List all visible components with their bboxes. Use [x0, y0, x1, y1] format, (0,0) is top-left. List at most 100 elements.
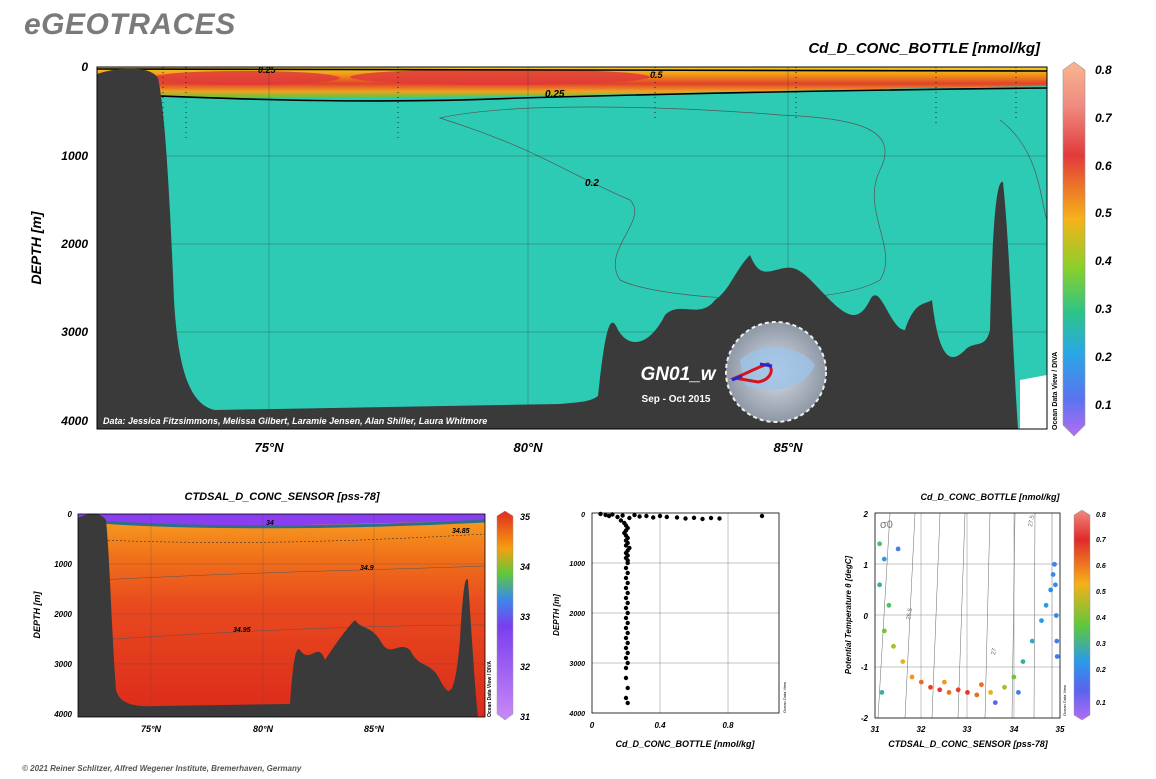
profile-point [625, 630, 630, 636]
profile-point [625, 700, 630, 706]
contour-label: 34 [266, 520, 274, 527]
arctic-ocean [740, 347, 815, 390]
colorbar-tick: 0.6 [1095, 159, 1112, 173]
cruise-track [731, 362, 773, 382]
watermark: Ocean Data View / DIVA [487, 661, 493, 717]
copyright-footer: © 2021 Reiner Schlitzer, Alfred Wegener … [22, 764, 302, 773]
profile-point [606, 513, 612, 519]
x-tick-label: 85°N [364, 724, 385, 734]
ts-point [955, 687, 961, 693]
ts-point [965, 690, 970, 695]
profile-point [717, 516, 722, 521]
profile-point [644, 513, 649, 519]
ts-point [974, 692, 980, 698]
x-tick-label: 80°N [513, 440, 543, 455]
profile-point [637, 514, 642, 519]
ts-point [946, 690, 952, 695]
ts-points [877, 541, 1060, 705]
ts-point [988, 690, 993, 695]
colorbar-tick: 0.2 [1095, 350, 1112, 364]
y-tick-label: 2 [863, 510, 869, 519]
y-tick-label: 1000 [569, 561, 585, 568]
main-plot-frame [96, 66, 1048, 430]
ts-point [1052, 561, 1057, 567]
contour-label: 34.9 [360, 565, 374, 572]
surface-max-patch [150, 71, 340, 85]
profile-point [657, 513, 663, 519]
ts-point [1020, 659, 1026, 664]
contour-label: 0.25 [545, 89, 565, 100]
ts-point [1011, 674, 1017, 680]
contour-label: 0.2 [585, 178, 599, 189]
profile-point [759, 513, 765, 519]
profile-point [708, 515, 714, 521]
profile-point [674, 515, 680, 520]
ts-point [1002, 684, 1007, 690]
x-tick-label: 0.8 [722, 721, 734, 730]
profile-point [610, 512, 615, 517]
profile-point [603, 512, 608, 518]
colorbar-tick: 0.4 [1095, 254, 1112, 268]
profile-point [623, 645, 629, 651]
colorbar-tick: 34 [520, 562, 530, 572]
profile-point [700, 516, 705, 522]
profile-point [623, 675, 629, 681]
y-axis-label: DEPTH [m] [552, 594, 561, 636]
y-axis-label: DEPTH [m] [32, 590, 42, 638]
x-tick-label: 0.4 [654, 721, 666, 730]
profile-points [598, 511, 765, 706]
ts-point [1016, 690, 1021, 695]
ts-point [891, 643, 896, 649]
profile-point [664, 514, 669, 520]
y-tick-label: 4000 [568, 711, 585, 718]
profile-point [691, 515, 697, 520]
x-tick-label: 0 [590, 721, 595, 730]
x-tick-label: 35 [1056, 725, 1065, 734]
x-tick-label: 85°N [773, 440, 803, 455]
profile-point [615, 514, 620, 520]
surface-fresh-layer [78, 514, 485, 526]
profile-point [618, 518, 624, 523]
contour-label: 34.95 [233, 627, 251, 634]
colorbar-tick: 0.5 [1096, 589, 1106, 596]
salinity-contour [99, 519, 486, 529]
cruise-label: GN01_w [641, 364, 717, 385]
colorbar-tick: 0.1 [1096, 700, 1106, 707]
profile-point [625, 600, 630, 606]
x-tick-label: 32 [917, 725, 926, 734]
x-tick-label: 75°N [141, 724, 162, 734]
ts-point [1054, 654, 1060, 659]
colorbar-tick: 0.5 [1095, 206, 1112, 220]
profile-point [625, 570, 630, 576]
x-tick-label: 34 [1010, 725, 1019, 734]
cruise-period: Sep - Oct 2015 [642, 394, 711, 405]
x-tick-label: 31 [871, 725, 880, 734]
ts-point [900, 659, 906, 664]
salinity-section-chart: CTDSAL_D_CONC_SENSOR [pss-78] 34 34.85 3… [32, 491, 531, 734]
contour-line [96, 68, 1048, 72]
ts-point [1029, 638, 1035, 644]
seafloor [78, 513, 478, 717]
ts-point [942, 679, 947, 685]
profile-point [625, 650, 630, 656]
isopycnal-label: 25.5 [906, 607, 914, 620]
main-chart-title: Cd_D_CONC_BOTTLE [nmol/kg] [808, 40, 1041, 57]
watermark: Ocean Data View [782, 682, 787, 713]
profile-point [651, 515, 656, 520]
y-tick-label: 3000 [61, 325, 88, 339]
y-tick-label: -1 [861, 663, 869, 672]
ts-point [877, 541, 882, 547]
colorbar-tick: 0.3 [1096, 641, 1106, 648]
watermark: Ocean Data View [1062, 685, 1067, 716]
profile-point [623, 695, 629, 701]
colorbar-tick: 0.8 [1095, 63, 1112, 77]
ts-point [1053, 582, 1058, 588]
ts-point [992, 700, 998, 705]
y-tick-label: 0 [68, 510, 73, 519]
colorbar-tick: 0.8 [1096, 512, 1106, 519]
brand-logo: eGEOTRACES [24, 8, 236, 41]
contour-line [999, 119, 1048, 221]
contour-line [438, 106, 886, 300]
x-tick-label: 80°N [253, 724, 274, 734]
contour-label: 34.85 [452, 528, 470, 535]
